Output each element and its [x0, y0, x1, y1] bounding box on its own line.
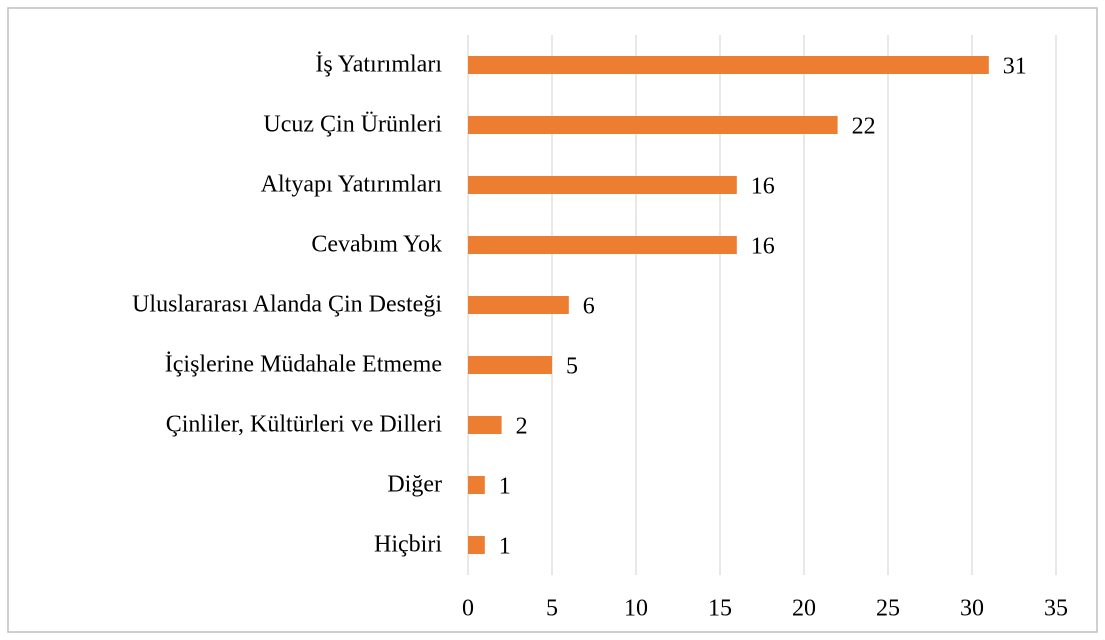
value-label: 1 — [499, 474, 511, 500]
y-tick-label: Hiçbiri — [374, 532, 442, 558]
x-tick-label: 15 — [708, 596, 732, 622]
y-tick-label: Cevabım Yok — [311, 232, 442, 258]
value-label: 1 — [499, 534, 511, 560]
x-tick-label: 30 — [960, 596, 984, 622]
value-label: 6 — [583, 294, 595, 320]
x-tick-label: 25 — [876, 596, 900, 622]
bar — [468, 116, 838, 134]
bar — [468, 296, 569, 314]
bar — [468, 236, 737, 254]
x-tick-label: 10 — [624, 596, 648, 622]
bar — [468, 56, 989, 74]
y-tick-label: Altyapı Yatırımları — [261, 172, 443, 198]
value-label: 2 — [516, 414, 528, 440]
bar — [468, 416, 502, 434]
value-label: 22 — [852, 114, 876, 140]
bar — [468, 356, 552, 374]
y-tick-label: İş Yatırımları — [315, 52, 442, 78]
bar — [468, 476, 485, 494]
y-tick-label: Çinliler, Kültürleri ve Dilleri — [166, 412, 443, 438]
x-tick-label: 0 — [462, 596, 474, 622]
value-label: 31 — [1003, 54, 1027, 80]
y-tick-label: Diğer — [387, 472, 442, 498]
y-tick-label: İçişlerine Müdahale Etmeme — [165, 352, 442, 378]
bar — [468, 536, 485, 554]
x-tick-label: 5 — [546, 596, 558, 622]
value-label: 16 — [751, 174, 775, 200]
x-tick-label: 20 — [792, 596, 816, 622]
x-tick-label: 35 — [1044, 596, 1068, 622]
value-label: 16 — [751, 234, 775, 260]
y-tick-label: Ucuz Çin Ürünleri — [263, 112, 442, 138]
y-tick-label: Uluslararası Alanda Çin Desteği — [132, 292, 442, 318]
bar — [468, 176, 737, 194]
value-label: 5 — [566, 354, 578, 380]
